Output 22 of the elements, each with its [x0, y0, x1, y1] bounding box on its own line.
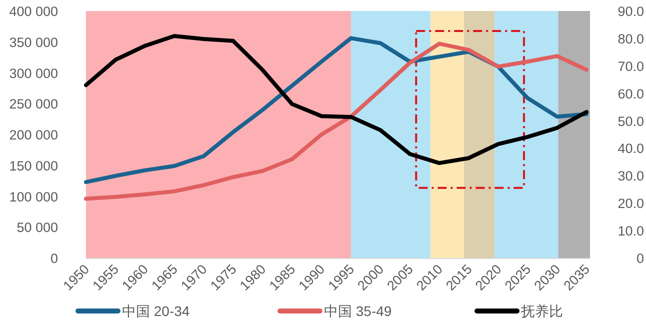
- y-tick-label: 300 000: [9, 66, 58, 81]
- y-tick-label: 100 000: [9, 189, 58, 204]
- y2-tick-label: 20.0: [618, 196, 644, 212]
- y2-tick-label: 90.0: [618, 4, 644, 19]
- y-tick-label: 200 000: [9, 128, 58, 142]
- y2-tick-label: 10.0: [618, 224, 644, 239]
- y-tick-label: 400 000: [9, 4, 58, 19]
- y-tick-label: 350 000: [9, 34, 58, 50]
- y2-tick-label: 60.0: [618, 86, 644, 102]
- y2-tick-label: 70.0: [618, 58, 644, 74]
- y2-tick-label: 40.0: [618, 141, 644, 156]
- y-tick-label: 50 000: [16, 220, 58, 236]
- legend-label: 中国 35-49: [324, 303, 392, 319]
- y-tick-label: 0: [50, 251, 58, 266]
- legend-label: 抚养比: [520, 303, 563, 319]
- y2-tick-label: 80.0: [618, 31, 644, 46]
- y2-tick-label: 0: [636, 251, 644, 266]
- legend-label: 中国 20-34: [122, 303, 190, 319]
- y-tick-label: 150 000: [9, 158, 58, 174]
- y2-tick-label: 30.0: [618, 168, 644, 184]
- y-tick-label: 250 000: [9, 96, 58, 112]
- y2-tick-label: 50.0: [618, 114, 644, 129]
